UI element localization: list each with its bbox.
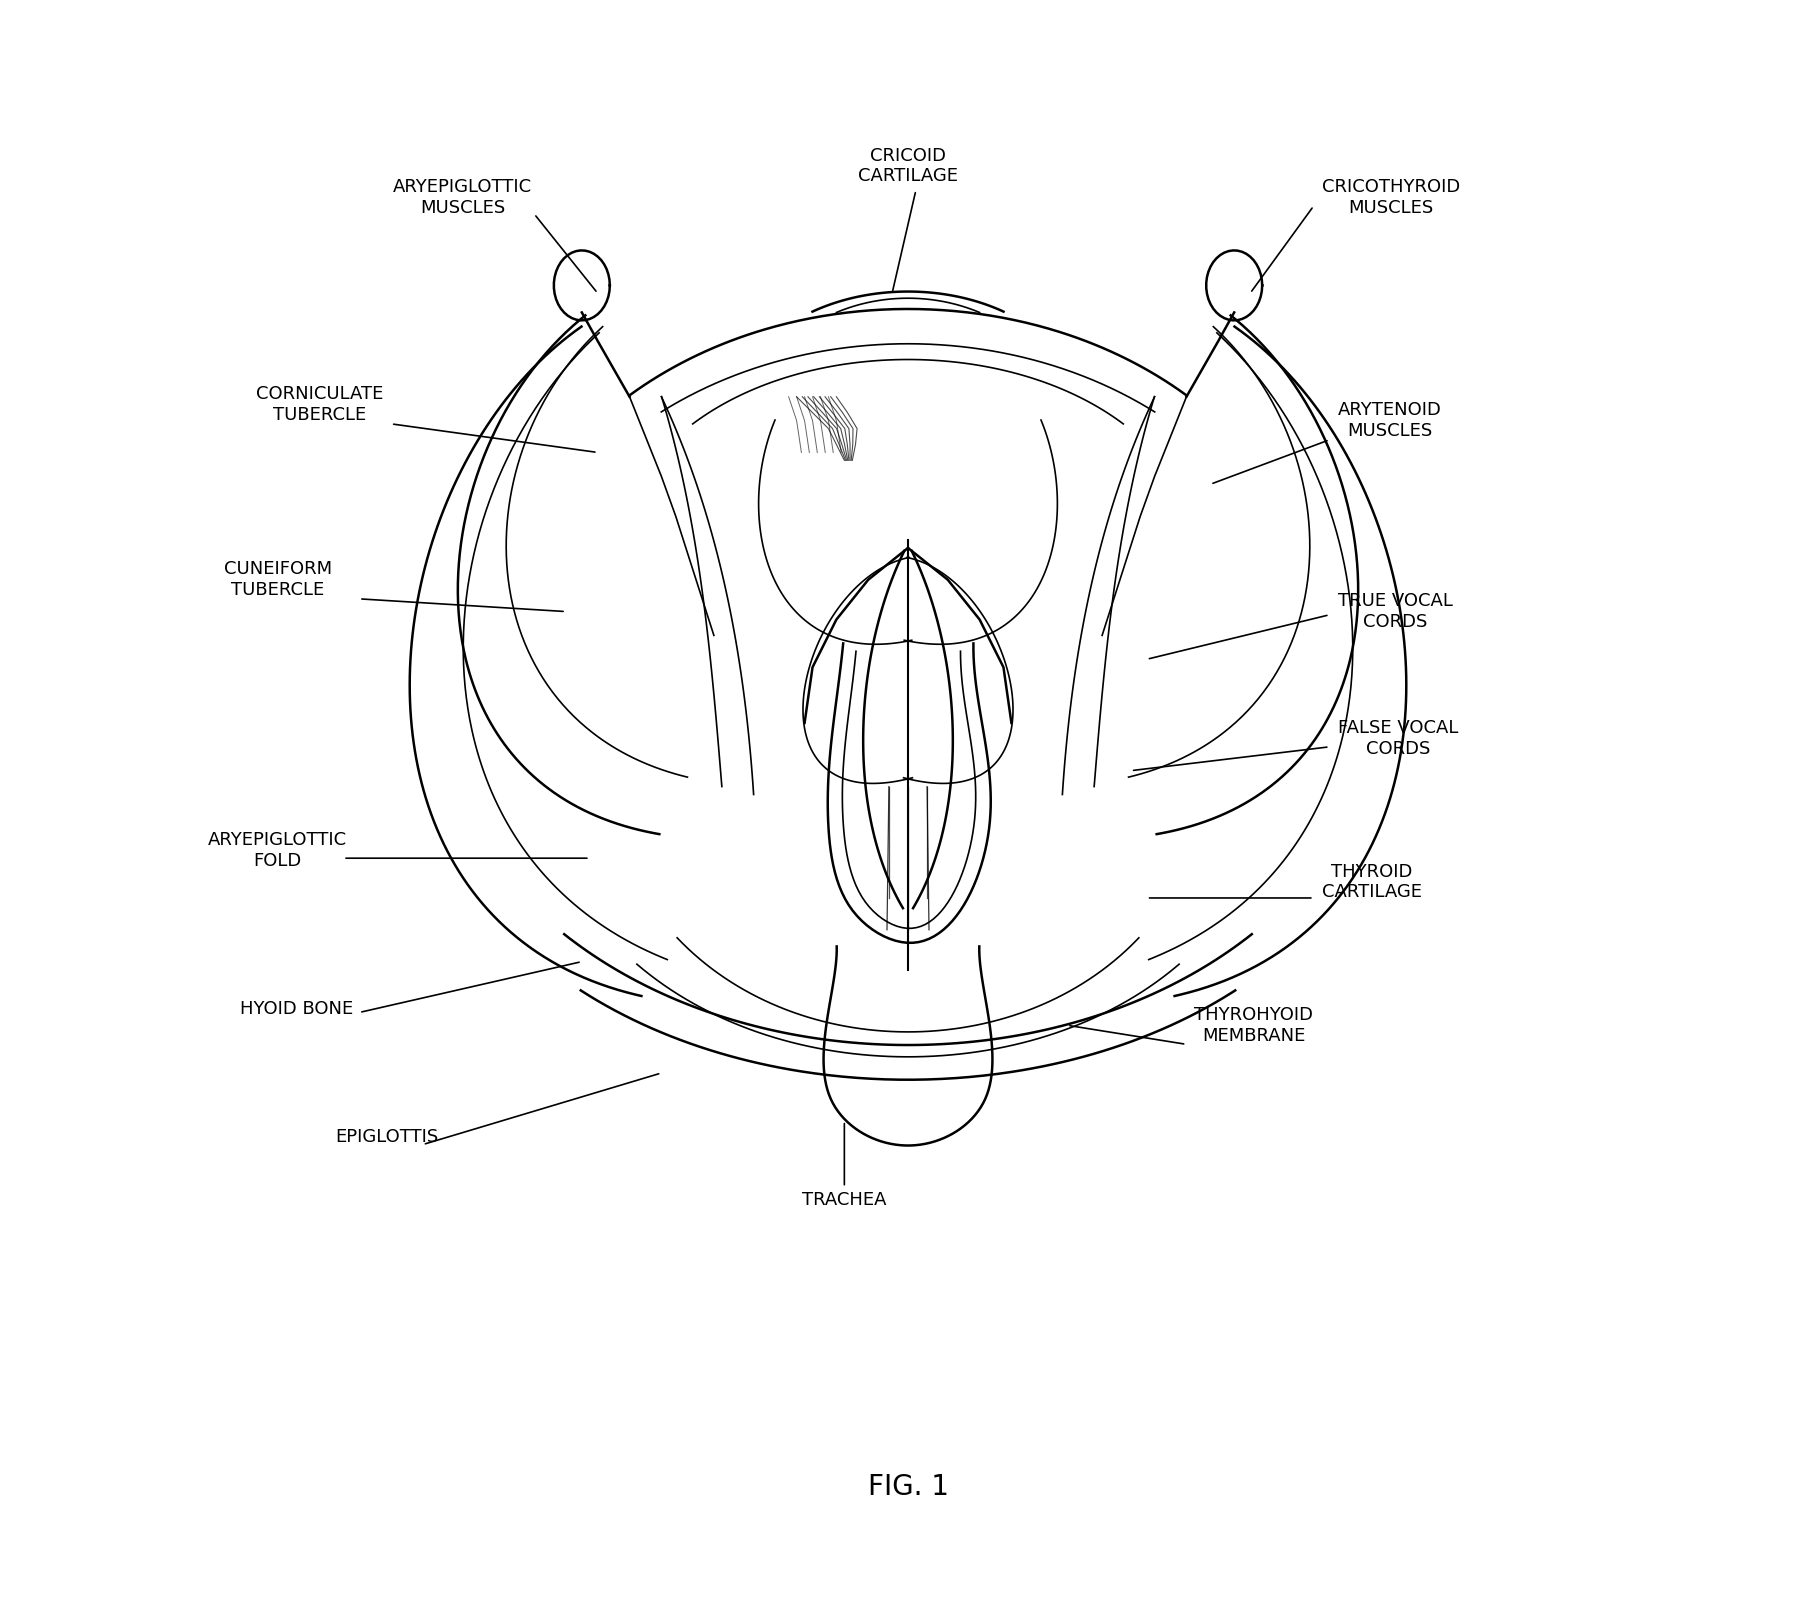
Text: TRUE VOCAL
CORDS: TRUE VOCAL CORDS [1338,592,1453,631]
Text: THYROHYOID
MEMBRANE: THYROHYOID MEMBRANE [1195,1006,1313,1045]
Text: ARYEPIGLOTTIC
MUSCLES: ARYEPIGLOTTIC MUSCLES [392,178,532,217]
Text: CUNEIFORM
TUBERCLE: CUNEIFORM TUBERCLE [223,560,332,599]
Text: CORNICULATE
TUBERCLE: CORNICULATE TUBERCLE [256,385,383,424]
Text: FIG. 1: FIG. 1 [868,1473,948,1501]
Text: THYROID
CARTILAGE: THYROID CARTILAGE [1322,862,1422,902]
Text: CRICOID
CARTILAGE: CRICOID CARTILAGE [857,146,959,186]
Text: ARYTENOID
MUSCLES: ARYTENOID MUSCLES [1338,401,1442,440]
Text: ARYEPIGLOTTIC
FOLD: ARYEPIGLOTTIC FOLD [207,831,347,870]
Text: CRICOTHYROID
MUSCLES: CRICOTHYROID MUSCLES [1322,178,1460,217]
Text: FALSE VOCAL
CORDS: FALSE VOCAL CORDS [1338,719,1458,758]
Text: HYOID BONE: HYOID BONE [240,1000,352,1018]
Text: TRACHEA: TRACHEA [803,1191,886,1209]
Text: EPIGLOTTIS: EPIGLOTTIS [336,1128,438,1146]
